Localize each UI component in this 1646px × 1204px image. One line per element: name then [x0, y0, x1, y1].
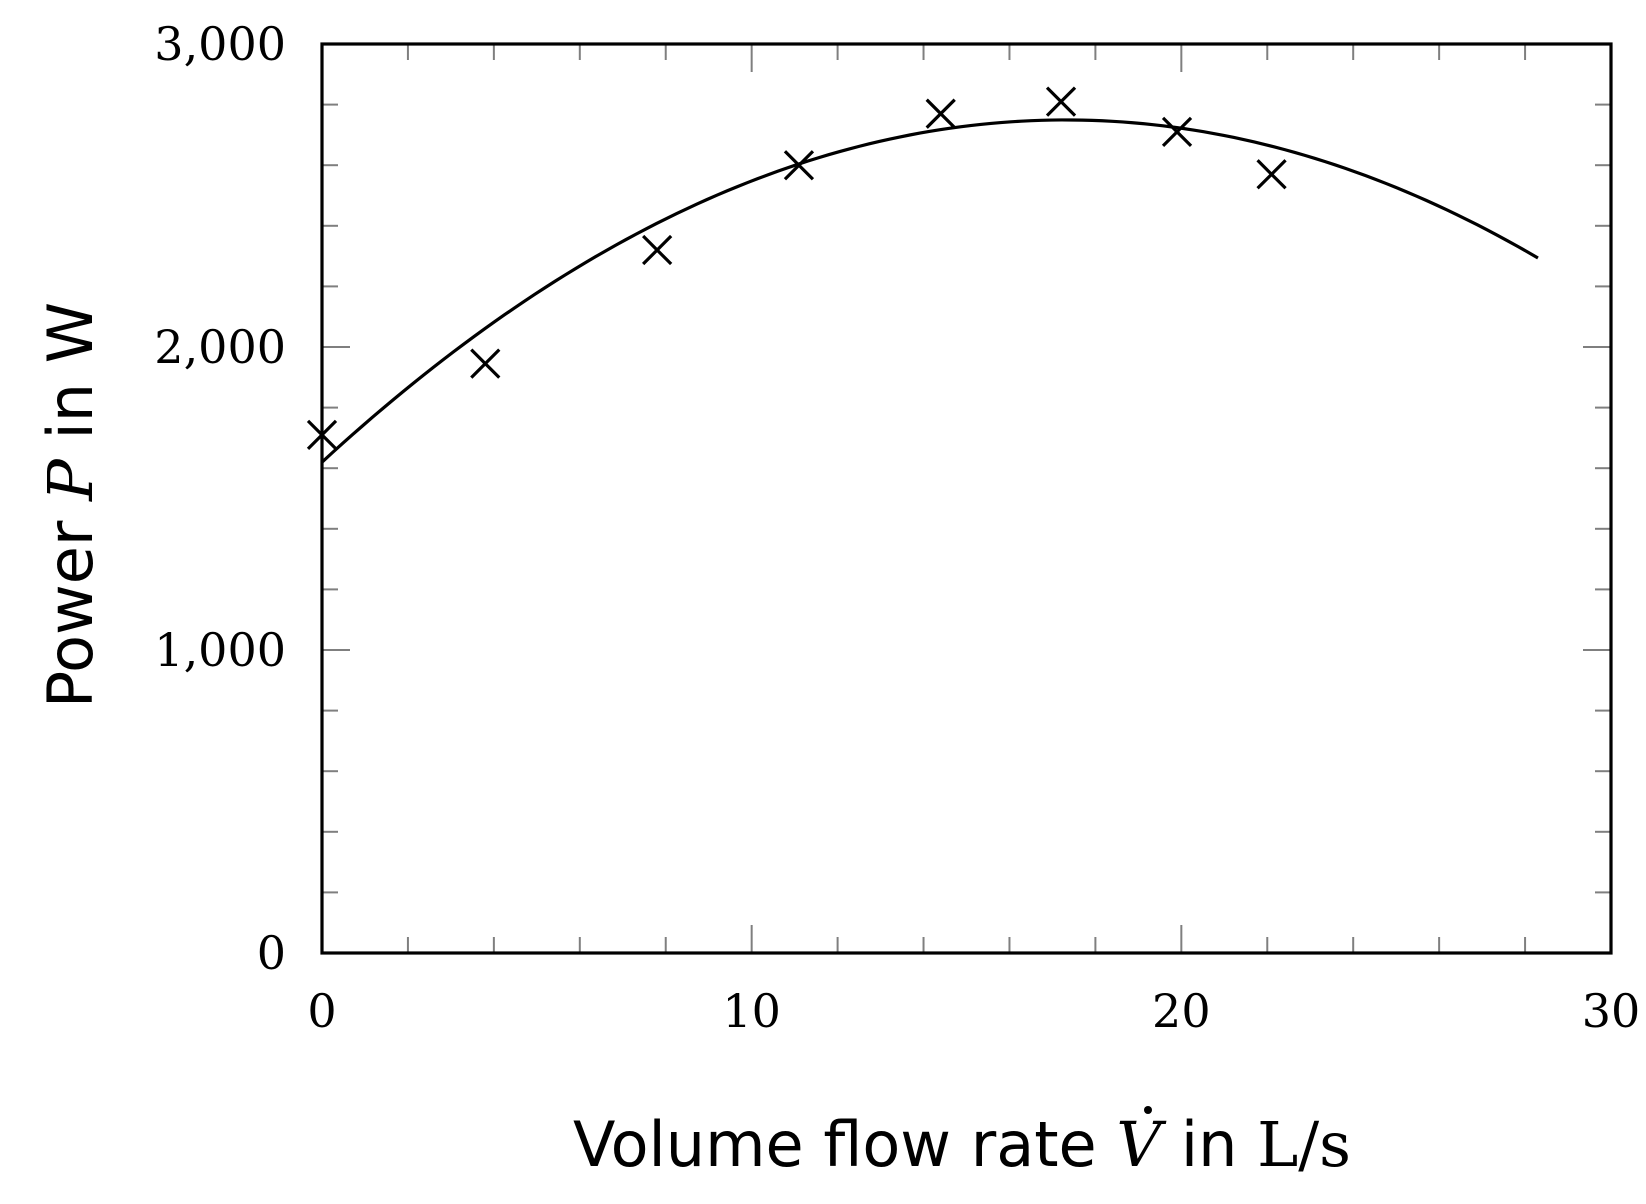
- data-point: [642, 234, 673, 266]
- y-tick-label: 1,000: [154, 623, 286, 677]
- data-point: [470, 348, 501, 379]
- data-point-stroke: [642, 234, 673, 266]
- data-point: [925, 98, 956, 129]
- data-point-stroke: [1045, 86, 1077, 117]
- y-tick-label: 0: [257, 926, 286, 980]
- x-axis-symbol-dot: [1143, 1106, 1152, 1114]
- x-tick-label: 20: [1152, 984, 1211, 1038]
- y-axis-label-prefix: Power: [34, 501, 107, 708]
- minor-ticks: [322, 44, 1611, 953]
- data-markers: [306, 86, 1287, 451]
- data-point: [1256, 159, 1287, 190]
- data-point-stroke: [470, 348, 501, 379]
- x-tick-label: 10: [722, 984, 781, 1038]
- data-point-stroke: [783, 150, 815, 181]
- x-axis-label-prefix: Volume flow rate: [573, 1108, 1116, 1181]
- x-axis-label-mid: in: [1161, 1108, 1257, 1181]
- data-point-stroke: [1256, 159, 1287, 190]
- y-axis-label: Power P in W: [34, 302, 107, 708]
- data-point-stroke: [1161, 116, 1193, 148]
- data-point-stroke: [925, 98, 956, 129]
- plot-frame: [320, 42, 1613, 955]
- major-ticks: [321, 43, 1612, 954]
- y-axis-label-suffix: in W: [34, 302, 107, 459]
- x-axis-label-unit: L/s: [1257, 1108, 1351, 1181]
- data-point: [1045, 86, 1077, 117]
- x-tick-label: 30: [1582, 984, 1641, 1038]
- x-tick-labels: 0 10 20 30: [307, 984, 1640, 1038]
- x-axis-label: Volume flow rate V in L/s: [573, 1108, 1351, 1181]
- data-point: [1161, 116, 1193, 148]
- x-axis-label-symbol: V: [1116, 1108, 1167, 1181]
- x-tick-label: 0: [307, 984, 336, 1038]
- y-axis-label-symbol: P: [34, 458, 107, 502]
- data-point: [783, 150, 815, 181]
- fit-curve: [320, 118, 1539, 464]
- y-tick-label: 3,000: [154, 17, 286, 71]
- y-tick-labels: 0 1,000 2,000 3,000: [154, 17, 286, 980]
- y-tick-label: 2,000: [154, 320, 286, 374]
